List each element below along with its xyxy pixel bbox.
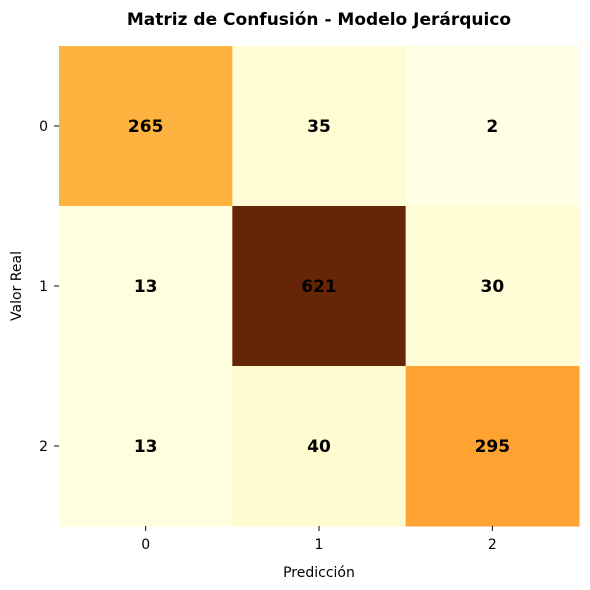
x-axis-label: Predicción: [283, 565, 355, 581]
heatmap-cell-1-1: [232, 206, 407, 367]
cell-value-label-1-2: 30: [480, 277, 504, 297]
cell-value-label-0-0: 265: [128, 117, 164, 137]
y-tick-label-0: 0: [39, 119, 48, 135]
cell-value-label-2-0: 13: [134, 437, 158, 457]
heatmap-cell-1-2: [405, 206, 580, 367]
cell-value-label-1-0: 13: [134, 277, 158, 297]
x-tick-label-2: 2: [488, 537, 497, 553]
x-tick-label-1: 1: [315, 537, 324, 553]
cell-value-label-2-1: 40: [307, 437, 331, 457]
heatmap-cell-0-0: [59, 46, 233, 207]
y-tick-label-1: 1: [39, 279, 48, 295]
x-axis-ticks: 0 1 2: [141, 526, 497, 553]
heatmap-cell-2-0: [59, 366, 233, 527]
x-tick-label-0: 0: [141, 537, 150, 553]
heatmap-cell-labels: 265 35 2 13 621 30 13 40 295: [128, 117, 510, 457]
cell-value-label-2-2: 295: [475, 437, 511, 457]
chart-title: Matriz de Confusión - Modelo Jerárquico: [127, 10, 511, 30]
heatmap-cell-2-2: [405, 366, 580, 527]
y-tick-label-2: 2: [39, 439, 48, 455]
heatmap-cell-0-1: [232, 46, 407, 207]
y-axis-label: Valor Real: [9, 251, 25, 321]
heatmap-cell-1-0: [59, 206, 233, 367]
heatmap-cells: [59, 46, 580, 527]
heatmap-cell-2-1: [232, 366, 407, 527]
heatmap-cell-0-2: [405, 46, 580, 207]
y-axis-ticks: 0 1 2: [39, 119, 59, 455]
cell-value-label-1-1: 621: [301, 277, 337, 297]
cell-value-label-0-2: 2: [486, 117, 498, 137]
cell-value-label-0-1: 35: [307, 117, 331, 137]
